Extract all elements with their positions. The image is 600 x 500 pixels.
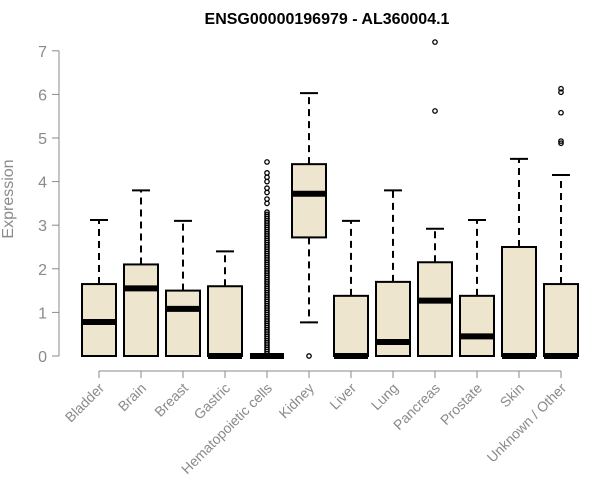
box-bladder: [81, 218, 117, 357]
x-tick-label: Lung: [368, 380, 401, 413]
outlier-point: [432, 39, 438, 45]
box-pancreas: [417, 39, 453, 358]
y-tick-label: 4: [38, 175, 47, 192]
box-rect: [459, 294, 495, 357]
x-tick-label: Pancreas: [390, 380, 443, 433]
outlier-point: [558, 85, 564, 92]
outlier-point: [264, 159, 270, 165]
x-tick-label: Kidney: [276, 380, 318, 422]
box-gastric: [207, 250, 243, 359]
box-skin: [501, 157, 537, 359]
box-rect: [165, 289, 201, 358]
outlier-point: [264, 209, 270, 215]
outlier-point: [264, 185, 270, 191]
boxes-group: [81, 39, 579, 359]
y-axis-label: Expression: [0, 159, 17, 238]
outlier-point: [432, 108, 438, 114]
x-tick-label: Breast: [151, 380, 191, 420]
y-tick-label: 1: [38, 305, 47, 322]
y-axis: 0 1 2 3 4 5 6 7: [38, 44, 60, 366]
box-brain: [123, 189, 159, 357]
box-rect: [543, 283, 579, 357]
y-tick-label: 2: [38, 262, 47, 279]
y-tick-label: 3: [38, 218, 47, 235]
box-kidney: [291, 92, 327, 359]
outlier-point: [306, 353, 312, 359]
outlier-point: [558, 138, 564, 144]
outlier-point: [264, 196, 270, 202]
box-rect: [333, 294, 369, 357]
box-breast: [165, 219, 201, 358]
box-rect: [123, 263, 159, 357]
x-tick-label: Prostate: [437, 380, 485, 428]
box-rect: [417, 261, 453, 358]
y-tick-label: 7: [38, 44, 47, 61]
x-tick-label: Skin: [497, 380, 528, 411]
outlier-point: [558, 89, 564, 96]
y-tick-label: 5: [38, 131, 47, 148]
box-unknown-other: [543, 85, 579, 359]
chart-title: ENSG00000196979 - AL360004.1: [205, 11, 450, 28]
x-tick-label: Unknown / Other: [484, 380, 570, 466]
y-tick-label: 6: [38, 87, 47, 104]
outlier-point: [264, 170, 270, 176]
y-tick-label: 0: [38, 349, 47, 366]
box-rect: [207, 285, 243, 357]
x-tick-label: Bladder: [62, 380, 108, 426]
box-rect: [291, 163, 327, 239]
box-hematopoietic-cells: [250, 159, 284, 359]
box-rect: [501, 246, 537, 357]
outlier-point: [558, 140, 564, 147]
box-prostate: [459, 218, 495, 357]
outlier-point: [558, 109, 564, 116]
box-lung: [375, 189, 411, 358]
x-tick-label: Brain: [115, 380, 149, 414]
box-liver: [333, 219, 369, 359]
outlier-point: [264, 211, 270, 218]
x-tick-label: Liver: [326, 380, 359, 413]
